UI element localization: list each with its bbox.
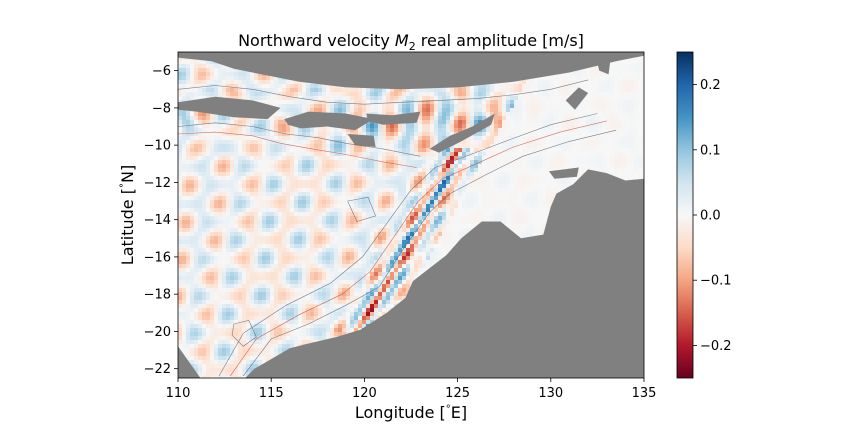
- colorbar-gradient: [677, 52, 693, 378]
- x-axis-label: Longitude [°E]: [355, 403, 467, 422]
- y-tick-label: −22: [144, 362, 171, 377]
- colorbar-tick-label: 0.2: [700, 78, 721, 93]
- colorbar-ticks: −0.2 −0.1 0.0 0.1 0.2: [693, 78, 732, 354]
- colorbar: −0.2 −0.1 0.0 0.1 0.2: [677, 52, 732, 378]
- x-tick-label: 120: [352, 386, 377, 401]
- colorbar-tick-label: 0.1: [700, 143, 721, 158]
- y-tick-label: −16: [144, 250, 171, 265]
- map-layers: [178, 52, 646, 380]
- x-tick-label: 115: [259, 386, 284, 401]
- colorbar-tick-label: −0.1: [700, 274, 732, 289]
- colorbar-tick-label: −0.2: [700, 339, 732, 354]
- y-tick-label: −10: [144, 139, 171, 154]
- plot-area: [178, 52, 646, 380]
- y-tick-label: −6: [152, 64, 171, 79]
- y-axis-label: Latitude [°N]: [118, 165, 137, 265]
- x-tick-label: 135: [632, 386, 657, 401]
- title-subscript: 2: [409, 40, 416, 53]
- x-tick-label: 110: [166, 386, 191, 401]
- chart-title: Northward velocity M2 real amplitude [m/…: [238, 31, 584, 53]
- title-post: real amplitude [m/s]: [416, 31, 584, 50]
- x-axis: 110 115 120 125 130 135: [166, 378, 657, 401]
- y-tick-label: −18: [144, 288, 171, 303]
- y-axis: −22 −20 −18 −16 −14 −12 −10 −8 −6: [144, 64, 178, 377]
- title-symbol: M: [395, 31, 409, 50]
- x-tick-label: 130: [538, 386, 563, 401]
- y-tick-label: −8: [152, 101, 171, 116]
- y-tick-label: −20: [144, 325, 171, 340]
- title-pre: Northward velocity: [238, 31, 395, 50]
- y-tick-label: −14: [144, 213, 171, 228]
- x-tick-label: 125: [445, 386, 470, 401]
- y-tick-label: −12: [144, 176, 171, 191]
- colorbar-tick-label: 0.0: [700, 209, 721, 224]
